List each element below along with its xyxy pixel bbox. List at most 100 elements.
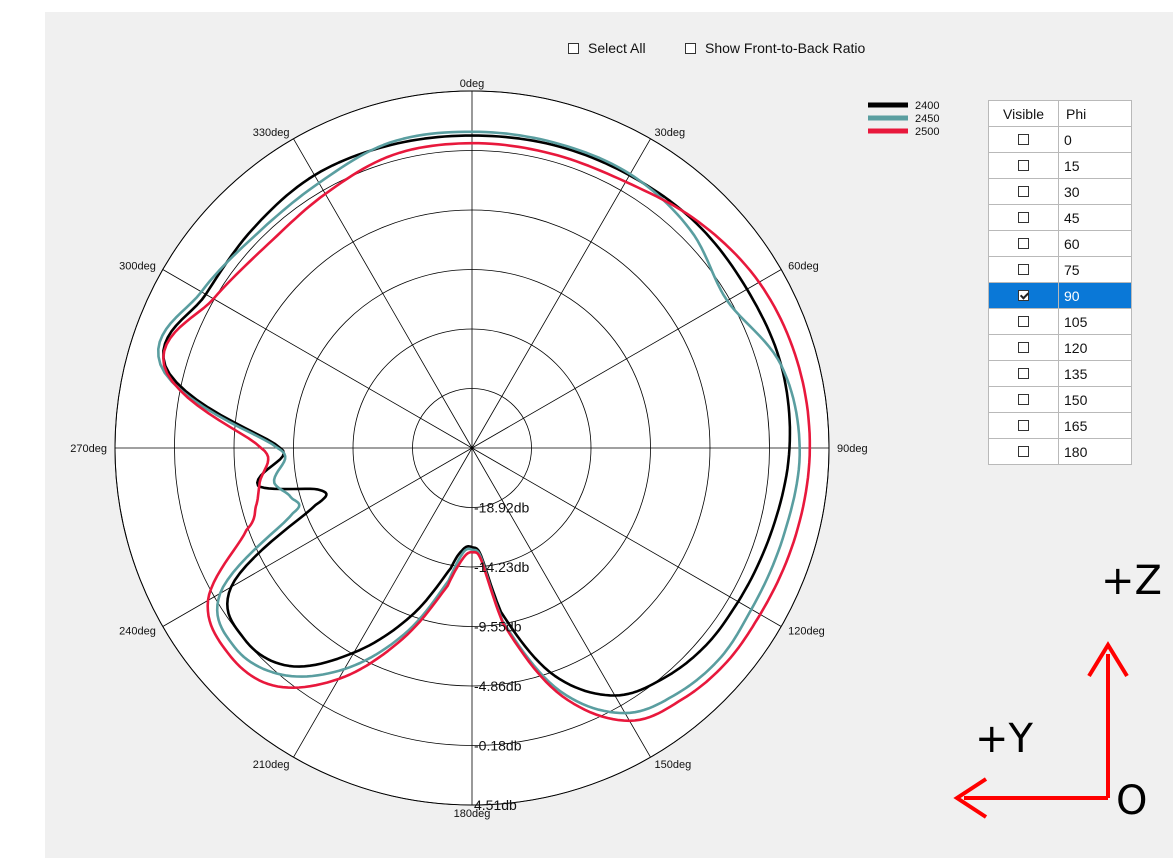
visible-cell[interactable] — [988, 386, 1059, 413]
data-point — [277, 447, 279, 449]
visible-cell[interactable] — [988, 256, 1059, 283]
data-point — [471, 551, 473, 553]
phi-row[interactable]: 105 — [988, 308, 1132, 335]
data-point — [471, 546, 473, 548]
visible-checkbox[interactable] — [1018, 419, 1029, 431]
data-point — [353, 652, 355, 654]
phi-row[interactable]: 135 — [988, 360, 1132, 387]
data-point — [392, 154, 394, 156]
visible-checkbox[interactable] — [1018, 133, 1029, 145]
visible-checkbox[interactable] — [1018, 237, 1029, 249]
angle-label: 270deg — [70, 443, 107, 455]
data-point — [315, 504, 317, 506]
angle-label: 30deg — [655, 127, 686, 139]
visible-cell[interactable] — [988, 334, 1059, 361]
visible-cell[interactable] — [988, 204, 1059, 231]
select-all-box[interactable] — [568, 42, 579, 54]
phi-row[interactable]: 75 — [988, 256, 1132, 283]
data-point — [726, 300, 728, 302]
phi-value: 105 — [1058, 308, 1132, 335]
data-point — [799, 447, 801, 449]
visible-checkbox[interactable] — [1018, 263, 1029, 275]
data-point — [258, 485, 260, 487]
phi-row[interactable]: 150 — [988, 386, 1132, 413]
data-point — [314, 174, 316, 176]
data-point — [462, 552, 464, 554]
angle-label: 210deg — [253, 759, 290, 771]
visible-checkbox[interactable] — [1018, 159, 1029, 171]
data-point — [471, 131, 473, 133]
visible-checkbox[interactable] — [1018, 393, 1029, 405]
data-point — [750, 608, 752, 610]
visible-checkbox[interactable] — [1018, 211, 1029, 223]
visible-cell[interactable] — [988, 230, 1059, 257]
grid-spoke — [471, 447, 651, 758]
phi-row[interactable]: 180 — [988, 438, 1132, 465]
visible-cell[interactable] — [988, 178, 1059, 205]
data-point — [260, 447, 262, 449]
data-point — [207, 599, 209, 601]
radial-label: 4.51db — [474, 797, 517, 813]
visible-cell[interactable] — [988, 308, 1059, 335]
phi-row[interactable]: 15 — [988, 152, 1132, 179]
angle-label: 300deg — [119, 261, 156, 273]
front-to-back-box[interactable] — [685, 42, 696, 54]
radial-label: -14.23db — [474, 559, 529, 575]
phi-row[interactable]: 60 — [988, 230, 1132, 257]
data-point — [450, 567, 452, 569]
front-to-back-checkbox[interactable]: Show Front-to-Back Ratio — [685, 38, 865, 58]
origin-label: O — [1116, 778, 1148, 824]
data-point — [267, 243, 269, 245]
visible-cell[interactable] — [988, 438, 1059, 465]
grid-spoke — [162, 447, 473, 627]
data-point — [780, 364, 782, 366]
data-point — [759, 613, 761, 615]
data-point — [553, 142, 555, 144]
data-point — [664, 677, 666, 679]
y-axis-label: +Y — [975, 716, 1033, 762]
visible-cell[interactable] — [988, 126, 1059, 153]
visible-checkbox[interactable] — [1018, 185, 1029, 197]
visible-column-header[interactable]: Visible — [988, 100, 1059, 127]
phi-value: 180 — [1058, 438, 1132, 465]
data-point — [629, 173, 631, 175]
visible-cell[interactable] — [988, 282, 1059, 309]
data-point — [784, 531, 786, 533]
visible-cell[interactable] — [988, 152, 1059, 179]
data-point — [255, 505, 257, 507]
phi-row[interactable]: 0 — [988, 126, 1132, 153]
phi-row[interactable]: 165 — [988, 412, 1132, 439]
phi-row[interactable]: 45 — [988, 204, 1132, 231]
select-all-checkbox[interactable]: Select All — [568, 38, 646, 58]
visible-checkbox[interactable] — [1018, 341, 1029, 353]
select-all-label: Select All — [588, 40, 646, 56]
radial-label: -18.92db — [474, 500, 529, 516]
data-point — [200, 291, 202, 293]
data-point — [552, 144, 554, 146]
data-point — [560, 691, 562, 693]
phi-row[interactable]: 120 — [988, 334, 1132, 361]
visible-cell[interactable] — [988, 412, 1059, 439]
data-point — [447, 585, 449, 587]
data-point — [230, 586, 232, 588]
data-point — [677, 692, 679, 694]
data-point — [288, 665, 290, 667]
data-point — [796, 360, 798, 362]
visible-cell[interactable] — [988, 360, 1059, 387]
phi-row[interactable]: 30 — [988, 178, 1132, 205]
data-point — [629, 720, 631, 722]
data-point — [614, 695, 616, 697]
phi-row[interactable]: 90 — [988, 282, 1132, 309]
data-point — [205, 293, 207, 295]
phi-column-header[interactable]: Phi — [1058, 100, 1132, 127]
data-point — [697, 221, 699, 223]
angle-label: 330deg — [253, 127, 290, 139]
visible-checkbox[interactable] — [1018, 289, 1029, 301]
visible-checkbox[interactable] — [1018, 367, 1029, 379]
series-line-2400 — [162, 134, 792, 697]
data-point — [227, 652, 229, 654]
data-point — [213, 298, 215, 300]
visible-checkbox[interactable] — [1018, 445, 1029, 457]
visible-checkbox[interactable] — [1018, 315, 1029, 327]
data-point — [256, 232, 258, 234]
